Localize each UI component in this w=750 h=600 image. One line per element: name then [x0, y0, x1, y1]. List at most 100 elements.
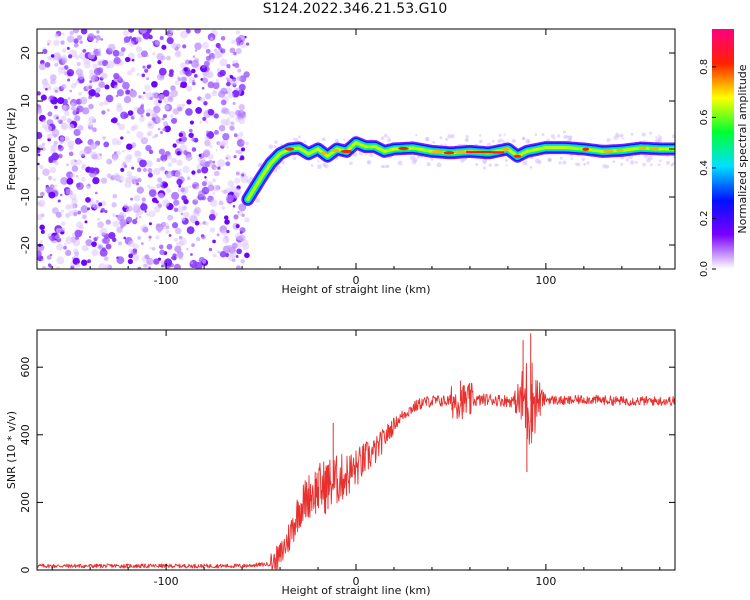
- noise-speck: [51, 152, 60, 161]
- noise-speck: [148, 210, 156, 218]
- noise-speck: [85, 197, 91, 203]
- noise-speck: [48, 158, 54, 164]
- noise-speck: [76, 61, 81, 66]
- noise-speck: [135, 217, 138, 220]
- noise-speck: [233, 155, 237, 159]
- noise-speck: [185, 108, 193, 116]
- noise-speck: [238, 234, 246, 242]
- noise-speck: [63, 71, 68, 76]
- noise-speck: [37, 106, 42, 114]
- ridge-halo-speck: [535, 158, 540, 164]
- ridge-halo-speck: [367, 161, 370, 164]
- noise-speck: [95, 40, 99, 44]
- noise-speck: [49, 74, 57, 81]
- noise-speck: [230, 252, 237, 259]
- noise-speck: [62, 104, 70, 112]
- noise-speck: [128, 248, 134, 254]
- ridge-halo-speck: [670, 163, 674, 167]
- noise-speck: [208, 159, 213, 164]
- noise-speck: [201, 181, 207, 187]
- ridge-halo-speck: [613, 135, 619, 140]
- noise-speck: [97, 221, 104, 228]
- ridge-peak: [443, 151, 455, 155]
- ridge-halo-speck: [658, 134, 661, 137]
- noise-speck: [237, 149, 243, 155]
- noise-speck: [80, 205, 89, 214]
- noise-speck: [135, 150, 141, 157]
- noise-speck: [144, 254, 150, 260]
- noise-speck: [117, 214, 125, 222]
- noise-speck: [130, 197, 134, 201]
- noise-speck: [38, 62, 47, 71]
- noise-speck: [165, 187, 172, 194]
- noise-speck: [161, 264, 164, 268]
- noise-speck: [118, 241, 123, 246]
- noise-speck: [71, 197, 78, 205]
- noise-speck: [51, 129, 60, 137]
- noise-speck: [136, 182, 140, 186]
- noise-speck: [191, 243, 196, 248]
- noise-speck: [158, 244, 164, 250]
- noise-speck: [96, 30, 100, 34]
- noise-speck: [205, 130, 209, 134]
- noise-speck: [202, 41, 209, 49]
- noise-speck: [174, 245, 182, 253]
- noise-speck: [140, 137, 148, 145]
- ridge-halo-speck: [387, 136, 390, 139]
- noise-speck: [76, 263, 81, 268]
- noise-speck: [239, 227, 246, 234]
- noise-speck: [225, 187, 231, 194]
- noise-speck: [42, 142, 46, 146]
- noise-speck: [95, 87, 101, 93]
- noise-speck: [46, 255, 52, 260]
- noise-speck: [231, 78, 238, 85]
- colorbar-tick-label: 0.2: [699, 211, 710, 227]
- ridge-halo-speck: [634, 161, 638, 164]
- noise-speck: [127, 258, 134, 265]
- noise-speck: [244, 217, 250, 223]
- noise-speck: [172, 108, 180, 115]
- noise-speck: [223, 215, 229, 220]
- ridge-peak: [502, 147, 510, 151]
- noise-speck: [180, 30, 189, 39]
- noise-speck: [37, 146, 41, 154]
- noise-speck: [208, 247, 213, 252]
- ridge-halo-speck: [280, 143, 283, 146]
- ridge-halo-speck: [246, 178, 252, 184]
- noise-speck: [151, 80, 158, 88]
- ridge-halo-speck: [498, 138, 503, 143]
- noise-speck: [161, 117, 165, 121]
- noise-speck: [88, 235, 92, 239]
- ridge-halo-speck: [298, 135, 301, 139]
- noise-speck: [101, 110, 106, 115]
- noise-speck: [233, 133, 238, 138]
- ridge-halo-speck: [586, 161, 590, 165]
- noise-speck: [192, 81, 196, 86]
- noise-speck: [65, 236, 73, 244]
- noise-speck: [161, 44, 167, 50]
- noise-speck: [145, 144, 152, 152]
- noise-speck: [132, 243, 139, 250]
- colorbar-tick-label: 0.8: [699, 59, 710, 75]
- ridge-halo-speck: [349, 161, 353, 165]
- noise-speck: [141, 50, 148, 58]
- noise-speck: [71, 165, 79, 172]
- noise-speck: [174, 237, 179, 242]
- noise-speck: [105, 219, 111, 225]
- ridge-halo-speck: [364, 153, 367, 156]
- noise-speck: [156, 158, 161, 163]
- noise-speck: [226, 229, 230, 234]
- noise-speck: [179, 144, 188, 152]
- ridge-halo-speck: [249, 176, 254, 181]
- ridge-halo-speck: [602, 164, 607, 169]
- noise-speck: [64, 243, 67, 246]
- ridge-halo-speck: [382, 165, 386, 169]
- noise-speck: [79, 52, 87, 60]
- noise-speck: [140, 105, 144, 109]
- noise-speck: [61, 32, 65, 36]
- noise-speck: [133, 194, 141, 202]
- noise-speck: [209, 227, 216, 233]
- noise-speck: [44, 61, 51, 68]
- ridge-halo-speck: [439, 136, 443, 140]
- noise-speck: [97, 48, 102, 53]
